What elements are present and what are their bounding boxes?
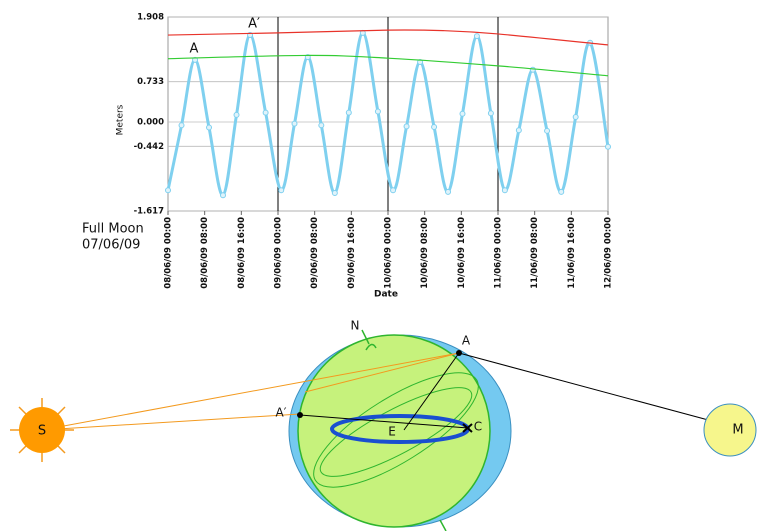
data-point [544, 127, 551, 134]
envelope-line [167, 54, 609, 77]
x-tick-label: 08/06/09 00:00 [164, 217, 174, 289]
data-point [374, 108, 381, 115]
x-tick-label: 10/06/09 08:00 [420, 217, 430, 289]
label: N [351, 319, 360, 333]
data-point [178, 122, 185, 129]
data-point [529, 66, 536, 73]
sun-ray [41, 352, 460, 431]
line [403, 352, 460, 431]
data-point [206, 124, 213, 131]
side-label: 07/06/09 [82, 238, 140, 253]
data-point [459, 110, 466, 117]
data-point [220, 192, 226, 199]
data-point [572, 114, 579, 121]
label: E [388, 425, 396, 439]
data-point [345, 109, 352, 116]
label: M [732, 423, 743, 438]
annotation: A [190, 42, 199, 57]
x-tick-label: 11/06/09 08:00 [530, 217, 540, 289]
x-tick-label: 08/06/09 08:00 [200, 217, 210, 289]
x-tick-label: 11/06/09 16:00 [567, 217, 577, 289]
data-point [318, 122, 325, 129]
x-tick-label: 12/06/09 00:00 [604, 217, 614, 289]
x-axis-label: Date [374, 290, 398, 300]
envelope-line [167, 29, 609, 46]
moon [703, 403, 757, 457]
data-point [445, 188, 452, 195]
orbit-path [313, 372, 479, 488]
x-tick-label: 10/06/09 00:00 [384, 217, 394, 289]
earth [297, 334, 491, 528]
label: C [474, 420, 482, 434]
y-tick-label: 1.908 [137, 13, 164, 23]
data-point [165, 187, 171, 194]
data-point [403, 123, 410, 130]
data-point [390, 187, 397, 194]
x-tick-label: 11/06/09 00:00 [494, 217, 504, 289]
data-point [233, 111, 240, 118]
point [456, 350, 462, 356]
sun [19, 407, 65, 453]
line [299, 414, 469, 429]
y-tick-label: 0.733 [137, 77, 164, 87]
x-tick-label: 09/06/09 16:00 [347, 217, 357, 289]
diagram: N A A′ E C S M [10, 319, 757, 531]
rotation-arrow [361, 329, 377, 351]
data-point [262, 109, 269, 116]
data-point [431, 123, 438, 130]
side-label: Full Moon [82, 222, 144, 237]
data-point [291, 120, 298, 127]
label: A′ [276, 406, 287, 420]
x-tick-label: 09/06/09 08:00 [310, 217, 320, 289]
axis-line [439, 519, 447, 531]
data-point [473, 33, 480, 40]
moon-line [458, 352, 739, 429]
label: S [38, 424, 46, 439]
orbit-path [319, 387, 473, 477]
data-point [487, 110, 494, 117]
y-tick-label: -1.617 [134, 207, 164, 217]
annotation: A′ [248, 17, 260, 32]
data-point [278, 187, 285, 194]
data-point [558, 188, 565, 195]
x-tick-label: 09/06/09 00:00 [274, 217, 284, 289]
y-tick-label: -0.442 [134, 142, 164, 152]
data-point [501, 187, 508, 194]
y-axis-label: Meters [116, 104, 126, 135]
y-tick-label: 0.000 [137, 118, 164, 128]
data-point [515, 127, 522, 134]
sun-ray [41, 413, 301, 431]
data-point [605, 143, 611, 150]
label: A [462, 334, 471, 348]
point [297, 412, 303, 418]
data-point [331, 190, 338, 197]
sun-ray [304, 352, 460, 393]
x-tick-label: 10/06/09 16:00 [457, 217, 467, 289]
point-marker [462, 423, 473, 433]
x-tick-label: 08/06/09 16:00 [237, 217, 247, 289]
